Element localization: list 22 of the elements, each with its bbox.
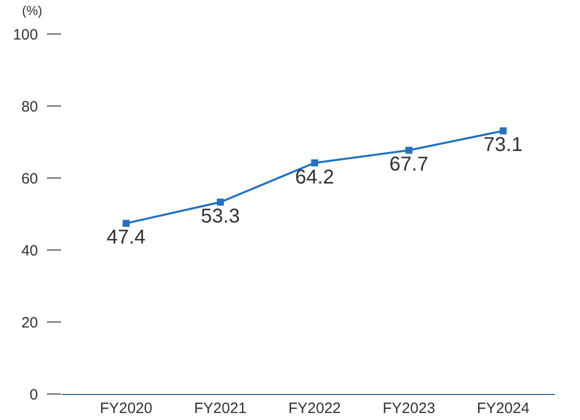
y-tick-label: 100 [12, 26, 38, 44]
data-label: 47.4 [106, 226, 146, 249]
point [500, 127, 507, 134]
point [216, 198, 224, 206]
point [311, 159, 318, 166]
y-axis-title: (%) [22, 3, 42, 18]
y-tick-label: 60 [21, 170, 38, 188]
data-label: 53.3 [200, 205, 240, 228]
data-label: 73.1 [484, 134, 523, 156]
point [122, 220, 130, 227]
data-label: 64.2 [295, 166, 334, 188]
y-tick-label: 40 [21, 242, 38, 260]
y-tick-label: 20 [21, 314, 38, 332]
point [405, 146, 412, 154]
y-tick-label: 0 [30, 386, 38, 404]
x-tick-label: FY2020 [100, 400, 152, 417]
x-tick-label: FY2022 [288, 400, 341, 417]
x-tick-label: FY2024 [476, 400, 530, 417]
data-label: 67.7 [389, 154, 428, 176]
x-tick-label: FY2023 [382, 400, 436, 417]
x-tick-label: FY2021 [194, 400, 247, 417]
y-tick-label: 80 [21, 98, 38, 116]
